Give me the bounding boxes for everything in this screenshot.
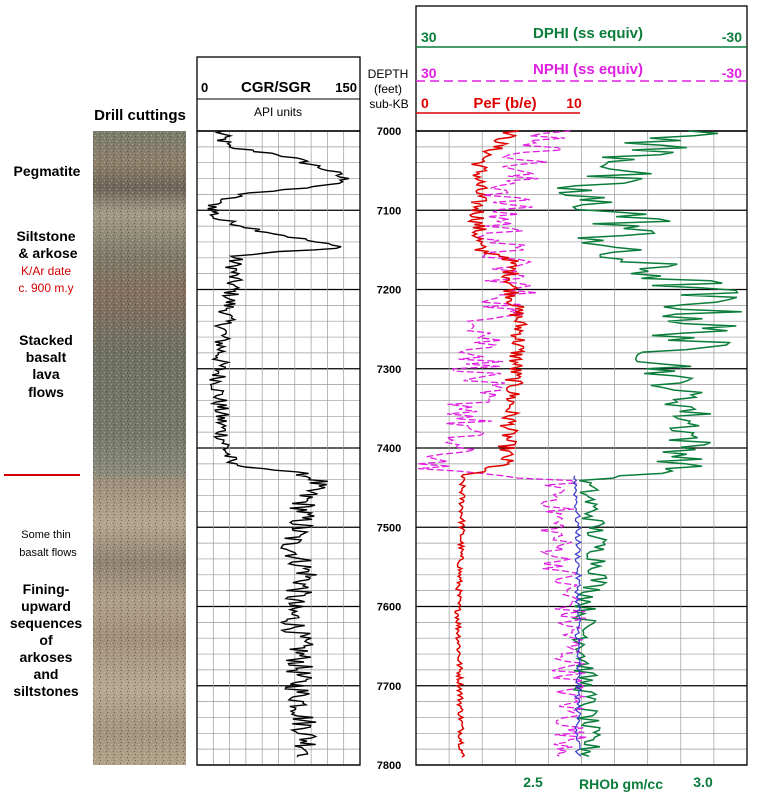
- pef-scale-left: 0: [421, 95, 429, 111]
- pef-scale-right: 10: [566, 95, 582, 111]
- fining-label-3: sequences: [10, 615, 83, 631]
- rhob-tick-3-0: 3.0: [693, 774, 713, 790]
- thin-basalt-label-1: Some thin: [21, 529, 71, 541]
- basalt-label-1: Stacked: [19, 332, 73, 348]
- dphi-title: DPHI (ss equiv): [533, 25, 643, 42]
- depth-tick-label: 7600: [377, 602, 401, 614]
- gr-scale-min: 0: [201, 80, 208, 95]
- depth-tick-label: 7400: [377, 443, 401, 455]
- fining-label-5: arkoses: [20, 649, 73, 665]
- lithology-labels: Pegmatite Siltstone & arkose K/Ar date c…: [10, 163, 83, 699]
- depth-tick-label: 7500: [377, 522, 401, 534]
- gr-title: CGR/SGR: [241, 79, 311, 96]
- depth-header-3: sub-KB: [369, 97, 408, 111]
- kar-date-label-1: K/Ar date: [21, 264, 71, 278]
- depth-tick-label: 7300: [377, 364, 401, 376]
- siltstone-label-1: Siltstone: [16, 228, 75, 244]
- depth-axis: 7000 7100 7200 7300 7400 7500 7600 7700 …: [377, 126, 401, 772]
- log-track-frame: [415, 130, 748, 766]
- dphi-scale-right: -30: [722, 29, 742, 45]
- nphi-scale-right: -30: [722, 65, 742, 81]
- depth-header-2: (feet): [374, 82, 402, 96]
- rhob-title: RHOb gm/cc: [579, 776, 663, 792]
- nphi-curve: [417, 130, 587, 757]
- dphi-scale-left: 30: [421, 29, 437, 45]
- depth-header-1: DEPTH: [368, 67, 409, 81]
- drill-cuttings-title: Drill cuttings: [94, 107, 186, 124]
- depth-tick-label: 7200: [377, 285, 401, 297]
- fining-label-6: and: [34, 666, 59, 682]
- nphi-scale-left: 30: [421, 65, 437, 81]
- pef-curve: [453, 130, 529, 758]
- basalt-label-3: lava: [32, 366, 59, 382]
- basalt-label-4: flows: [28, 384, 64, 400]
- gr-units: API units: [254, 105, 302, 119]
- fining-label-2: upward: [21, 598, 71, 614]
- gr-scale-max: 150: [335, 80, 357, 95]
- rhob-curve: [572, 475, 583, 757]
- pegmatite-label: Pegmatite: [14, 163, 81, 179]
- depth-tick-label: 7100: [377, 205, 401, 217]
- kar-date-label-2: c. 900 m.y: [18, 281, 73, 295]
- pef-title: PeF (b/e): [473, 95, 536, 112]
- rhob-tick-2-5: 2.5: [523, 774, 543, 790]
- fining-label-7: siltstones: [13, 683, 79, 699]
- gr-track-frame: [196, 130, 361, 766]
- depth-tick-label: 7700: [377, 681, 401, 693]
- gr-track-grid: [197, 130, 360, 766]
- gr-curve: [207, 130, 350, 758]
- basalt-label-2: basalt: [26, 349, 67, 365]
- depth-tick-label: 7800: [377, 760, 401, 772]
- depth-tick-label: 7000: [377, 126, 401, 138]
- fining-label-4: of: [39, 632, 53, 648]
- nphi-title: NPHI (ss equiv): [533, 61, 643, 78]
- siltstone-label-2: & arkose: [18, 245, 77, 261]
- thin-basalt-label-2: basalt flows: [19, 547, 77, 559]
- drill-cuttings-texture: [93, 131, 186, 765]
- fining-label-1: Fining-: [23, 581, 70, 597]
